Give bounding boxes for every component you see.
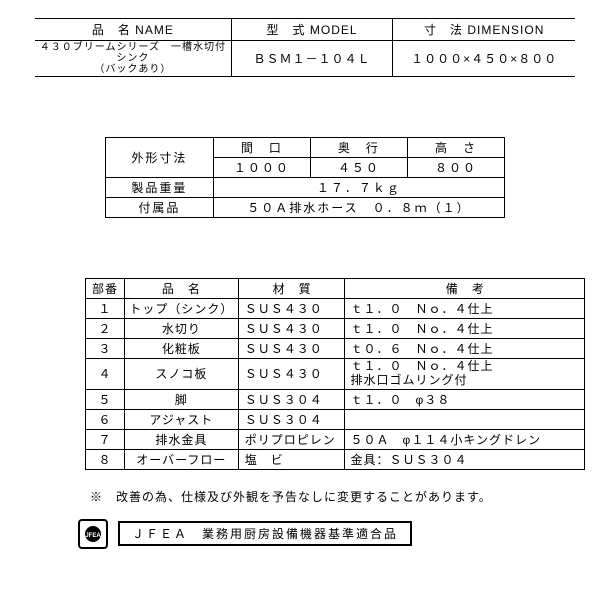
val-weight: １７．７ｋｇ bbox=[213, 178, 504, 198]
table-row: ４スノコ板ＳＵＳ４３０ｔ１．０ Ｎｏ．４仕上排水口ゴムリング付 bbox=[86, 359, 585, 390]
table-row: ３化粧板ＳＵＳ４３０ｔ０．６ Ｎｏ．４仕上 bbox=[86, 339, 585, 359]
cell-part-no: ８ bbox=[86, 449, 125, 469]
val-accessory: ５０Ａ排水ホース ０．８ｍ（１） bbox=[213, 198, 504, 218]
label-weight: 製品重量 bbox=[106, 178, 214, 198]
col-part-name: 品 名 bbox=[124, 279, 238, 299]
cell-part-remarks: ｔ１．０ φ３８ bbox=[344, 389, 584, 409]
col-height: 高 さ bbox=[407, 138, 504, 158]
parts-table: 部番 品 名 材 質 備 考 １トップ（シンク）ＳＵＳ４３０ｔ１．０ Ｎｏ．４仕… bbox=[85, 278, 585, 470]
col-name: 品 名 NAME bbox=[35, 19, 231, 41]
cell-part-no: ６ bbox=[86, 409, 125, 429]
footer: JFEA ＪＦＥＡ 業務用厨房設備機器基準適合品 bbox=[78, 519, 580, 549]
cell-part-no: ４ bbox=[86, 359, 125, 390]
cell-part-remarks: ｔ１．０ Ｎｏ．４仕上排水口ゴムリング付 bbox=[344, 359, 584, 390]
cell-part-name: 化粧板 bbox=[124, 339, 238, 359]
col-part-no: 部番 bbox=[86, 279, 125, 299]
table-row: ８オーバーフロー塩 ビ金具：ＳＵＳ３０４ bbox=[86, 449, 585, 469]
disclaimer-note: ※ 改善の為、仕様及び外観を予告なしに変更することがあります。 bbox=[90, 488, 580, 505]
cell-part-name: オーバーフロー bbox=[124, 449, 238, 469]
product-name: ４３０ブリームシリーズ 一槽水切付シンク （バックあり） bbox=[35, 41, 231, 77]
cell-part-remarks bbox=[344, 409, 584, 429]
cell-part-no: ２ bbox=[86, 319, 125, 339]
cell-part-material: ＳＵＳ３０４ bbox=[238, 409, 344, 429]
cell-part-name: トップ（シンク） bbox=[124, 299, 238, 319]
table-row: ６アジャストＳＵＳ３０４ bbox=[86, 409, 585, 429]
table-row: ２水切りＳＵＳ４３０ｔ１．０ Ｎｏ．４仕上 bbox=[86, 319, 585, 339]
jfea-logo-icon: JFEA bbox=[78, 519, 108, 549]
col-width: 間 口 bbox=[213, 138, 310, 158]
cell-part-no: ５ bbox=[86, 389, 125, 409]
product-model: ＢＳＭ１－１０４Ｌ bbox=[231, 41, 393, 77]
dimensions-table: 外形寸法 間 口 奥 行 高 さ １０００ ４５０ ８００ 製品重量 １７．７ｋ… bbox=[105, 137, 505, 218]
cell-part-material: ＳＵＳ３０４ bbox=[238, 389, 344, 409]
product-name-line1: ４３０ブリームシリーズ 一槽水切付シンク bbox=[37, 42, 229, 64]
cell-part-no: １ bbox=[86, 299, 125, 319]
cell-part-material: ＳＵＳ４３０ bbox=[238, 359, 344, 390]
cell-part-name: 排水金具 bbox=[124, 429, 238, 449]
cell-part-no: ７ bbox=[86, 429, 125, 449]
cell-part-remarks: ｔ１．０ Ｎｏ．４仕上 bbox=[344, 299, 584, 319]
cell-part-no: ３ bbox=[86, 339, 125, 359]
table-row: １トップ（シンク）ＳＵＳ４３０ｔ１．０ Ｎｏ．４仕上 bbox=[86, 299, 585, 319]
cell-part-name: 脚 bbox=[124, 389, 238, 409]
table-row: ７排水金具ポリプロピレン５０Ａ φ１１４小キングドレン bbox=[86, 429, 585, 449]
cell-part-material: ポリプロピレン bbox=[238, 429, 344, 449]
cell-part-material: ＳＵＳ４３０ bbox=[238, 319, 344, 339]
val-height: ８００ bbox=[407, 158, 504, 178]
cell-part-remarks: ｔ１．０ Ｎｏ．４仕上 bbox=[344, 319, 584, 339]
svg-text:JFEA: JFEA bbox=[85, 533, 101, 539]
col-part-material: 材 質 bbox=[238, 279, 344, 299]
header-spec-table: 品 名 NAME 型 式 MODEL 寸 法 DIMENSION ４３０ブリーム… bbox=[35, 18, 575, 77]
jfea-compliance-text: ＪＦＥＡ 業務用厨房設備機器基準適合品 bbox=[118, 521, 412, 546]
cell-part-remarks: ５０Ａ φ１１４小キングドレン bbox=[344, 429, 584, 449]
cell-part-name: 水切り bbox=[124, 319, 238, 339]
val-depth: ４５０ bbox=[310, 158, 407, 178]
label-outer-dims: 外形寸法 bbox=[106, 138, 214, 178]
val-width: １０００ bbox=[213, 158, 310, 178]
cell-part-remarks: 金具：ＳＵＳ３０４ bbox=[344, 449, 584, 469]
label-accessory: 付属品 bbox=[106, 198, 214, 218]
cell-part-material: ＳＵＳ４３０ bbox=[238, 339, 344, 359]
product-name-line2: （バックあり） bbox=[37, 64, 229, 75]
col-depth: 奥 行 bbox=[310, 138, 407, 158]
col-part-remarks: 備 考 bbox=[344, 279, 584, 299]
table-row: ５脚ＳＵＳ３０４ｔ１．０ φ３８ bbox=[86, 389, 585, 409]
col-dimension: 寸 法 DIMENSION bbox=[393, 19, 575, 41]
cell-part-material: 塩 ビ bbox=[238, 449, 344, 469]
product-dimension: １０００×４５０×８００ bbox=[393, 41, 575, 77]
cell-part-material: ＳＵＳ４３０ bbox=[238, 299, 344, 319]
cell-part-remarks: ｔ０．６ Ｎｏ．４仕上 bbox=[344, 339, 584, 359]
col-model: 型 式 MODEL bbox=[231, 19, 393, 41]
cell-part-name: スノコ板 bbox=[124, 359, 238, 390]
cell-part-name: アジャスト bbox=[124, 409, 238, 429]
